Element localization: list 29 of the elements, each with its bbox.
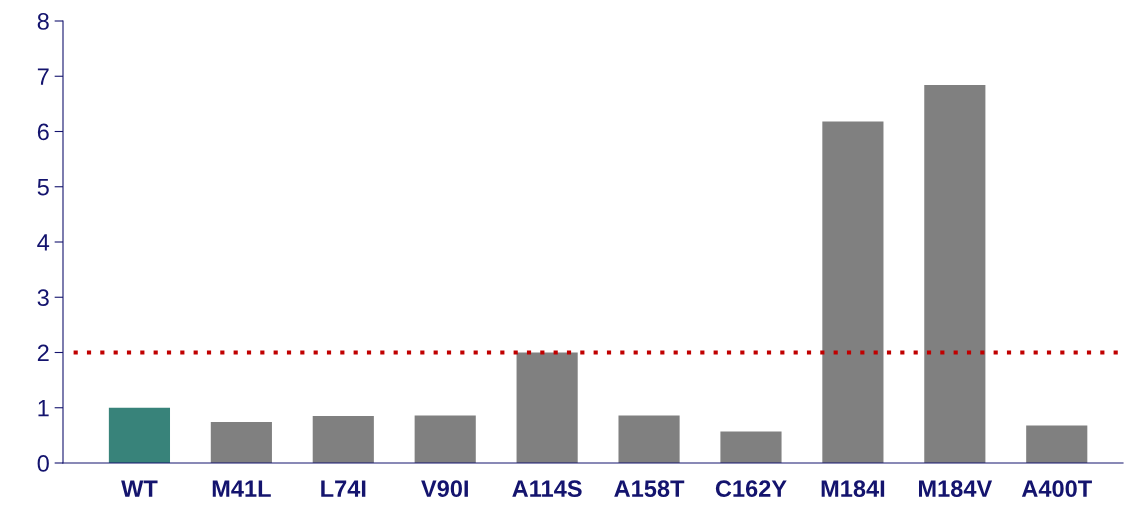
x-tick-label: M184I <box>821 480 885 498</box>
y-tick-label: 5 <box>37 179 49 196</box>
bar <box>414 415 476 463</box>
bar <box>720 431 782 463</box>
bar <box>312 416 374 463</box>
bar <box>210 422 272 463</box>
y-tick-label: 3 <box>37 289 49 307</box>
x-tick-label: A114S <box>512 480 582 498</box>
bar <box>108 407 171 463</box>
bar <box>822 121 884 463</box>
x-tick-label: WT <box>121 480 158 497</box>
bar <box>924 85 986 463</box>
bar <box>618 415 680 463</box>
y-tick-label: 8 <box>37 13 49 30</box>
y-tick-label: 2 <box>37 344 49 362</box>
bar <box>516 352 578 463</box>
x-tick-label: M41L <box>212 480 271 497</box>
x-tick-label: A158T <box>614 480 685 498</box>
y-tick-label: 4 <box>37 234 50 251</box>
bar <box>1026 425 1088 463</box>
y-tick-label: 1 <box>38 400 49 417</box>
x-tick-label: A400T <box>1021 480 1092 498</box>
x-tick-label: C162Y <box>715 480 787 498</box>
y-tick-label: 0 <box>37 455 49 472</box>
x-tick-label: V90I <box>421 480 468 498</box>
y-tick-label: 7 <box>37 68 49 85</box>
x-tick-label: L74I <box>321 480 366 497</box>
y-tick-label: 6 <box>37 123 49 141</box>
x-tick-label: M184V <box>919 480 993 498</box>
